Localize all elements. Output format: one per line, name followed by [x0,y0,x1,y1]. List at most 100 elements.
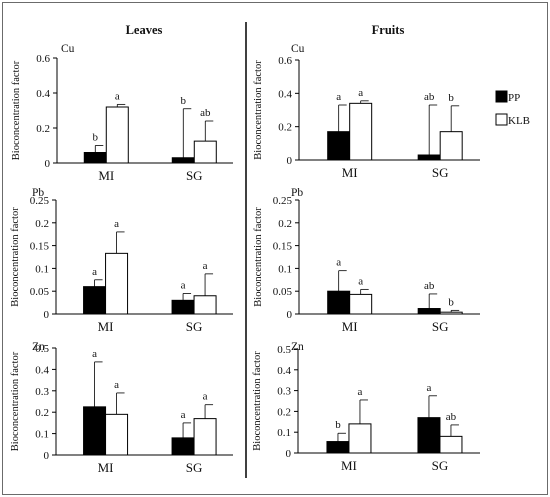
significance-letter: b [448,92,454,104]
y-tick-label: 0.15 [30,241,50,253]
y-tick-label: 0.1 [278,263,292,275]
y-tick-label: 0.15 [273,241,293,253]
x-category-label: MI [98,319,114,334]
x-category-label: SG [186,168,203,183]
chart-panel-fruits-cu: Fruits 0 0.2 0.4 0.6Cu Bioconcentration facto… [253,23,480,180]
y-tick-label: 0.25 [273,195,293,207]
bar-pp-sg [171,299,195,315]
x-category-label: MI [342,319,358,334]
y-tick-label: 0.5 [277,344,291,356]
significance-letter: ab [424,280,435,292]
y-tick-label: 0.05 [273,286,293,298]
bar-klb-mi [105,252,129,315]
bar-pp-mi [327,290,351,315]
y-tick-label: 0.05 [30,286,50,298]
y-tick-label: 0.4 [277,365,291,377]
x-category-label: SG [186,319,203,334]
y-tick-label: 0 [287,155,293,167]
bar-pp-mi [83,286,107,315]
element-label: Zn [291,341,304,353]
significance-letter: b [181,95,187,107]
significance-letter: ab [446,411,457,423]
significance-letter: a [336,91,341,103]
y-axis-label: Bioconcentration factor [253,60,264,160]
legend-swatch-pp [495,90,508,103]
bar-pp-sg [171,157,195,164]
bar-klb-sg [439,435,463,454]
y-tick-label: 0.4 [278,88,292,100]
y-tick-label: 0.1 [35,263,49,275]
significance-letter: a [358,87,363,99]
bar-klb-sg [193,295,217,315]
y-axis-label: Bioconcentration factor [11,60,22,160]
y-tick-label: 0 [287,309,293,321]
bar-klb-mi [349,102,373,161]
y-axis-label: Bioconcentration factor [252,351,263,451]
x-category-label: SG [186,460,203,475]
y-tick-label: 0 [45,158,51,170]
significance-letter: ab [424,91,435,103]
y-tick-label: 0.4 [35,364,49,376]
bar-klb-sg [439,311,463,315]
bar-pp-sg [417,417,441,454]
significance-letter: a [181,409,186,421]
x-category-label: MI [98,460,114,475]
y-tick-label: 0.5 [35,343,49,355]
significance-letter: a [92,266,97,278]
bar-klb-sg [193,140,217,164]
significance-letter: b [448,296,454,308]
y-tick-label: 0.2 [278,218,292,230]
x-category-label: MI [98,168,114,183]
element-label: Cu [61,43,75,55]
y-axis-label: Bioconcentration factor [253,207,264,307]
significance-letter: a [114,379,119,391]
x-category-label: SG [432,458,449,473]
significance-letter: a [358,275,363,287]
bar-pp-mi [327,131,351,161]
y-tick-label: 0.3 [35,386,49,398]
bar-pp-mi [83,152,107,164]
y-tick-label: 0.2 [35,407,49,419]
chart-panel-leaves-cu: Leaves 0 0.2 0.4 0.6 Cu Bioconcentration facto… [11,23,233,183]
legend: PP KLB [495,90,530,127]
legend-label-klb: KLB [508,115,530,127]
significance-letter: a [203,391,208,403]
significance-letter: a [92,348,97,360]
significance-letter: a [203,260,208,272]
column-title: Leaves [126,23,163,37]
element-label: Zn [32,341,45,353]
element-label: Cu [291,43,305,55]
x-category-label: SG [432,319,449,334]
y-tick-label: 0 [286,448,292,460]
x-category-label: MI [341,458,357,473]
bar-klb-sg [439,131,463,161]
bar-pp-sg [171,437,195,456]
x-category-label: MI [342,165,358,180]
bar-pp-mi [326,441,350,454]
significance-letter: a [427,382,432,394]
y-tick-label: 0.2 [278,122,292,134]
column-title: Fruits [372,23,405,37]
y-tick-label: 0.6 [278,55,292,67]
y-tick-label: 0.2 [277,406,291,418]
element-label: Pb [32,187,44,199]
bar-pp-sg [417,154,441,161]
significance-letter: ab [200,107,211,119]
bar-pp-sg [417,308,441,315]
bar-klb-mi [105,413,129,456]
y-tick-label: 0 [44,450,50,462]
y-tick-label: 0.2 [36,123,50,135]
significance-letter: a [115,90,120,102]
significance-letter: a [358,386,363,398]
y-tick-label: 0.6 [36,53,50,65]
y-tick-label: 0.25 [30,195,50,207]
bar-klb-mi [349,293,373,315]
y-tick-label: 0.1 [277,427,291,439]
element-label: Pb [291,187,303,199]
y-axis-label: Bioconcentration factor [10,351,21,451]
bar-klb-mi [105,106,129,164]
